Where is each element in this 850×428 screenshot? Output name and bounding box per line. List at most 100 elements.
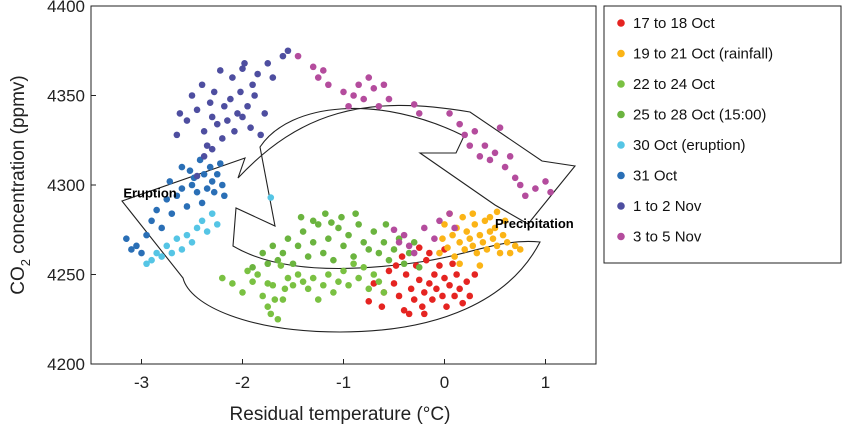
- data-point: [501, 217, 509, 225]
- data-point: [402, 271, 410, 278]
- data-point: [249, 264, 256, 271]
- data-point: [338, 213, 345, 221]
- data-point: [476, 231, 484, 239]
- y-tick-label: 4300: [47, 176, 85, 195]
- data-point: [385, 256, 393, 264]
- data-point: [193, 224, 201, 232]
- data-point: [173, 235, 181, 242]
- data-point: [439, 292, 446, 300]
- data-point: [471, 271, 479, 278]
- data-point: [461, 246, 469, 253]
- data-point: [176, 110, 184, 117]
- data-point: [183, 231, 191, 239]
- data-point: [325, 235, 332, 242]
- legend-label: 3 to 5 Nov: [633, 229, 702, 246]
- legend-label: 22 to 24 Oct: [633, 76, 716, 93]
- data-point: [279, 296, 287, 303]
- data-point: [355, 274, 362, 282]
- data-point: [320, 67, 327, 74]
- y-axis-label: CO2 concentration (ppmv): [8, 75, 33, 294]
- data-point: [239, 289, 246, 296]
- data-point: [486, 213, 494, 221]
- axis-ticks: -3 -2 -1 0 1 4200 4250 4300 4350 4400: [47, 0, 550, 392]
- legend-marker: [617, 19, 625, 27]
- x-tick-label: 1: [541, 373, 550, 392]
- data-point: [277, 262, 285, 269]
- x-tick-label: -3: [134, 373, 149, 392]
- data-point: [451, 292, 458, 300]
- cycle-arrow-outline: [121, 104, 577, 333]
- y-tick-label: 4200: [47, 355, 85, 374]
- data-point: [259, 249, 267, 257]
- data-point: [271, 296, 279, 303]
- data-point: [254, 271, 261, 278]
- data-point: [284, 47, 292, 55]
- data-point: [395, 238, 403, 246]
- data-point: [446, 110, 453, 117]
- data-point: [355, 221, 362, 228]
- data-point: [178, 246, 186, 253]
- data-point: [299, 228, 307, 235]
- data-point: [451, 224, 458, 232]
- data-point: [421, 224, 428, 232]
- data-point: [148, 256, 155, 264]
- data-point: [501, 163, 509, 171]
- data-point: [390, 246, 398, 253]
- data-point: [443, 303, 450, 311]
- data-point: [355, 81, 362, 89]
- data-point: [423, 256, 430, 264]
- data-point: [405, 310, 413, 318]
- data-point: [400, 307, 408, 314]
- legend-marker: [617, 141, 625, 149]
- data-point: [178, 163, 186, 171]
- data-point: [284, 235, 292, 242]
- data-point: [370, 280, 378, 287]
- data-point: [407, 285, 415, 293]
- data-point: [188, 238, 196, 246]
- data-point: [431, 235, 438, 242]
- data-point: [469, 242, 477, 250]
- data-point: [335, 278, 342, 285]
- data-point: [264, 280, 272, 287]
- data-point: [461, 131, 469, 139]
- data-point: [378, 303, 386, 311]
- legend-marker: [617, 232, 625, 241]
- data-point: [138, 249, 145, 257]
- data-point: [398, 253, 406, 260]
- data-point: [365, 246, 373, 253]
- data-points: [123, 47, 554, 323]
- data-point: [269, 281, 277, 289]
- data-point: [173, 131, 181, 139]
- data-point: [335, 224, 342, 232]
- legend-label: 1 to 2 Nov: [633, 198, 702, 215]
- data-point: [449, 231, 456, 239]
- data-point: [456, 285, 463, 293]
- data-point: [257, 131, 264, 139]
- y-tick-label: 4250: [47, 266, 85, 285]
- legend-marker: [617, 49, 625, 58]
- data-point: [314, 74, 322, 81]
- data-point: [370, 85, 378, 92]
- data-point: [506, 153, 514, 160]
- data-point: [193, 172, 201, 180]
- y-axis-label-subscript: 2: [18, 259, 33, 266]
- data-point: [158, 224, 165, 232]
- data-point: [463, 278, 471, 285]
- data-point: [173, 192, 181, 200]
- data-point: [466, 142, 474, 149]
- data-point: [314, 296, 322, 303]
- data-point: [392, 262, 400, 269]
- data-point: [459, 299, 466, 307]
- data-point: [380, 289, 388, 296]
- data-point: [239, 113, 246, 121]
- data-point: [446, 210, 453, 217]
- data-point: [360, 95, 368, 103]
- data-point: [216, 67, 224, 74]
- data-point: [483, 246, 491, 253]
- data-point: [486, 228, 494, 235]
- data-point: [491, 224, 499, 232]
- legend-box: [603, 5, 842, 264]
- data-point: [208, 210, 216, 217]
- data-point: [479, 238, 487, 246]
